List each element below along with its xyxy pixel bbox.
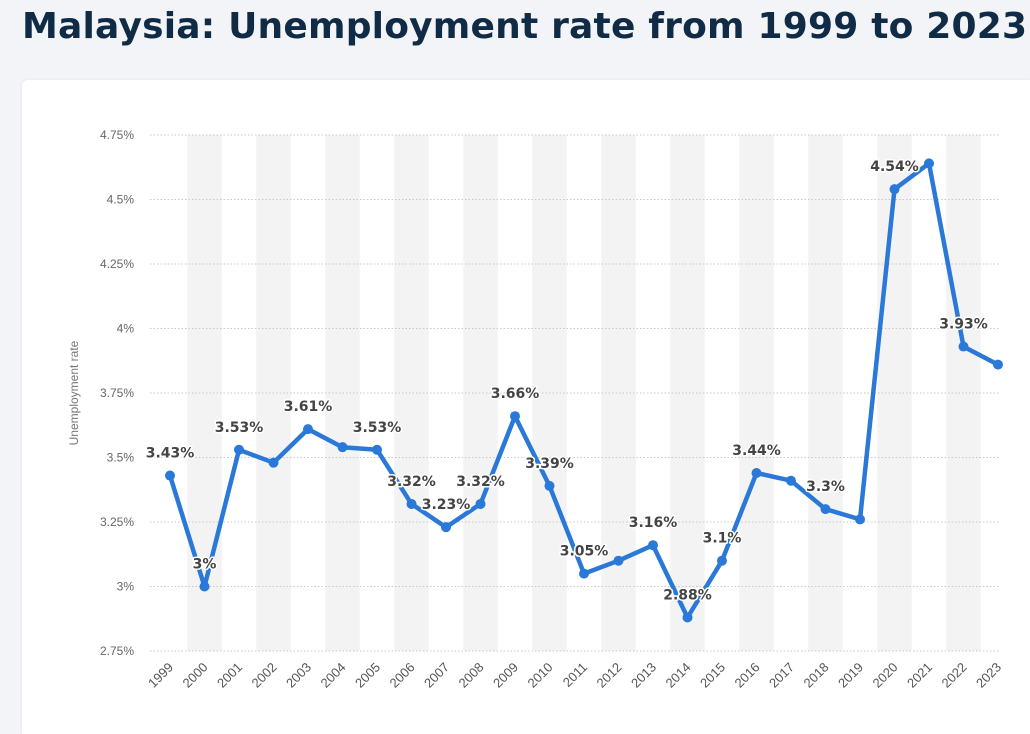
x-tick-label: 2017	[766, 660, 797, 691]
y-tick-label: 4%	[117, 322, 135, 336]
x-tick-label: 2011	[560, 660, 590, 690]
x-tick-label: 2020	[870, 660, 901, 691]
x-tick-label: 2012	[594, 660, 625, 691]
y-tick-label: 3.75%	[100, 386, 134, 400]
data-point	[613, 555, 624, 566]
y-tick-label: 4.75%	[100, 128, 134, 142]
data-label: 4.54%	[870, 159, 919, 175]
x-tick-label: 2002	[249, 660, 280, 691]
data-label: 3.32%	[456, 474, 505, 490]
data-point	[544, 480, 555, 491]
data-label: 3.66%	[491, 386, 540, 402]
x-tick-label: 2010	[525, 660, 556, 691]
data-point	[958, 341, 969, 352]
data-point	[165, 470, 175, 481]
x-tick-label: 2019	[835, 660, 866, 691]
column-band	[946, 135, 981, 651]
data-label: 3.44%	[732, 443, 781, 459]
data-point	[303, 424, 313, 435]
x-tick-label: 2000	[180, 660, 211, 691]
x-tick-label: 2015	[697, 660, 728, 691]
x-tick-label: 2013	[628, 660, 659, 691]
x-tick-label: 2014	[663, 660, 694, 691]
data-point	[855, 514, 865, 525]
data-label: 3.16%	[629, 515, 678, 531]
data-label: 3.39%	[525, 456, 574, 472]
data-point	[717, 555, 727, 566]
data-point	[889, 184, 900, 195]
y-axis-label: Unemployment rate	[67, 340, 81, 445]
data-label: 3.3%	[806, 479, 845, 495]
data-label: 3.23%	[422, 497, 471, 513]
data-label: 3.32%	[387, 474, 436, 490]
x-tick-label: 2007	[421, 660, 452, 691]
data-label: 2.88%	[663, 587, 712, 603]
y-tick-label: 2.75%	[100, 644, 134, 658]
data-point	[993, 359, 1003, 370]
page-title: Malaysia: Unemployment rate from 1999 to…	[22, 6, 1028, 47]
x-tick-label: 2021	[904, 660, 935, 691]
x-tick-label: 2018	[801, 660, 832, 691]
x-tick-label: 2009	[490, 660, 521, 691]
data-point	[820, 504, 831, 515]
data-label: 3.43%	[146, 446, 195, 462]
y-axis-ticks: 2.75% 3% 3.25% 3.5% 3.75% 4% 4.25% 4.5% 4.75%	[100, 128, 134, 658]
data-point	[475, 498, 486, 509]
data-labels: 3.43% 3% 3.53% 3.61% 3.53% 3.32% 3.23% 3.32% 3.6…	[144, 158, 989, 605]
data-point	[682, 612, 693, 623]
data-label: 3.53%	[353, 420, 402, 436]
y-tick-label: 4.25%	[100, 257, 134, 271]
x-tick-label: 2006	[387, 660, 418, 691]
data-label: 3.93%	[939, 317, 988, 333]
y-tick-label: 3%	[117, 580, 135, 594]
data-point	[268, 457, 279, 468]
data-point	[579, 568, 589, 579]
data-point	[199, 581, 210, 592]
data-point	[406, 498, 417, 509]
data-point	[234, 444, 244, 455]
data-point	[510, 411, 520, 422]
data-label: 3.05%	[560, 544, 609, 560]
data-point	[441, 522, 451, 533]
data-point	[924, 158, 934, 169]
y-tick-label: 4.5%	[107, 193, 135, 207]
x-tick-label: 2003	[283, 660, 314, 691]
x-tick-label: 2004	[318, 660, 349, 691]
x-tick-label: 2023	[973, 660, 1004, 691]
data-label: 3.53%	[215, 420, 264, 436]
data-point	[337, 442, 348, 453]
x-tick-label: 2022	[939, 660, 970, 691]
x-tick-label: 1999	[145, 660, 176, 691]
x-tick-label: 2008	[456, 660, 487, 691]
data-label: 3%	[193, 557, 217, 573]
data-point	[751, 467, 762, 478]
x-tick-label: 2016	[732, 660, 763, 691]
y-tick-label: 3.25%	[100, 515, 134, 529]
data-label: 3.1%	[703, 531, 742, 547]
data-label: 3.61%	[284, 399, 333, 415]
data-point	[648, 540, 658, 551]
gridlines	[150, 134, 1000, 652]
data-points	[165, 158, 1003, 623]
x-tick-label: 2001	[214, 660, 245, 691]
data-point	[372, 444, 382, 455]
x-tick-label: 2005	[352, 660, 383, 691]
y-tick-label: 3.5%	[107, 451, 135, 465]
data-point	[786, 475, 796, 486]
x-axis-ticks: 1999 2000 2001 2002 2003 2004 2005 2006 2007 2008…	[145, 660, 1004, 691]
